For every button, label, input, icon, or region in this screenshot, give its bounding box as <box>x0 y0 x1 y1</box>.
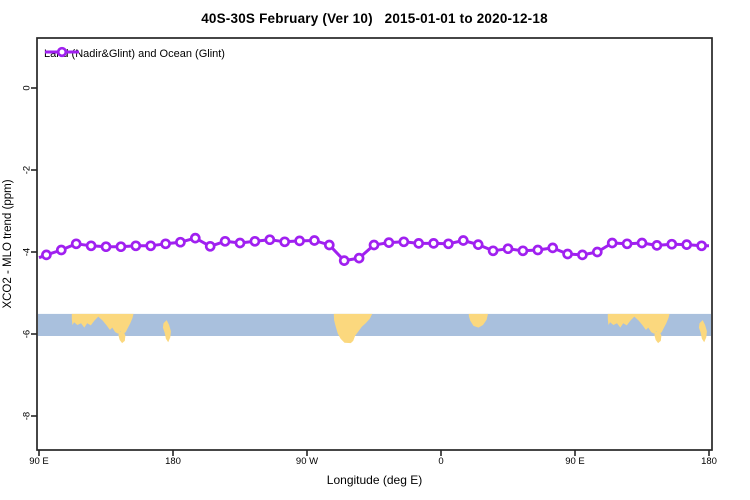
map-strip-land-new-zealand-repeat <box>698 320 707 343</box>
series-point <box>472 239 484 250</box>
map-strip-land-southern-africa <box>468 313 488 328</box>
series-point <box>279 236 291 248</box>
series-point <box>591 246 603 258</box>
series-point <box>368 239 380 251</box>
series-point <box>606 237 618 249</box>
plot-frame <box>36 37 713 451</box>
series-point <box>175 236 186 248</box>
series-point <box>487 245 499 257</box>
x-axis-title: Longitude (deg E) <box>326 473 423 487</box>
y-tick-label: -4 <box>21 247 33 257</box>
series-point <box>115 241 127 253</box>
series-point <box>428 238 439 249</box>
series-point <box>309 235 320 246</box>
series-point <box>562 248 573 260</box>
x-tick-label: 90 W <box>295 456 319 467</box>
y-tick-label: -8 <box>21 411 33 421</box>
x-tick-label: 180 <box>701 456 717 467</box>
y-tick-label: 0 <box>21 85 33 91</box>
series-point <box>294 235 305 247</box>
x-tick-label: 90 E <box>565 456 585 467</box>
map-strip-land-tasmania <box>118 331 126 344</box>
map-strip-land-new-zealand <box>162 320 171 343</box>
y-tick-label: -6 <box>21 329 33 339</box>
series-point <box>413 238 425 249</box>
series-point <box>55 244 67 256</box>
legend-label: Land (Nadir&Glint) and Ocean (Glint) <box>44 47 225 60</box>
series-point <box>353 252 365 264</box>
series-point <box>41 249 52 261</box>
series-point <box>532 244 544 256</box>
map-strip-ocean <box>38 313 711 336</box>
map-strip-land-south-america <box>333 313 373 344</box>
series-point <box>264 234 276 246</box>
chart-title: 40S-30S February (Ver 10) 2015-01-01 to … <box>201 11 548 26</box>
series-point <box>323 239 335 251</box>
series-point <box>145 240 157 252</box>
map-strip-land-australia <box>71 313 134 335</box>
series-point <box>189 232 201 244</box>
series-point <box>85 240 97 252</box>
series-point <box>204 240 216 252</box>
series-point <box>502 243 514 255</box>
series-point <box>130 240 142 252</box>
series-point <box>681 239 693 250</box>
series-point <box>160 238 171 250</box>
y-axis-title-text: XCO2 - MLO trend (ppm) <box>2 179 14 309</box>
series-point <box>398 236 410 248</box>
legend: Land (Nadir&Glint) and Ocean (Glint) <box>44 46 225 61</box>
y-tick-label: -2 <box>21 165 33 175</box>
series-point <box>234 237 246 249</box>
series-point <box>651 240 663 251</box>
series-point <box>249 235 261 247</box>
series-point <box>696 240 707 252</box>
series-point <box>457 235 469 246</box>
x-tick-label: 90 E <box>29 456 49 467</box>
series-point <box>621 238 633 250</box>
x-tick-label: 0 <box>438 456 444 467</box>
series-point <box>219 235 231 247</box>
series-point <box>100 241 112 253</box>
series-point <box>547 242 559 254</box>
series-point <box>577 249 588 261</box>
series-point <box>636 237 648 249</box>
x-tick-label: 180 <box>165 456 181 467</box>
legend-line-marker-icon <box>45 46 79 58</box>
series-point <box>338 255 350 266</box>
map-strip-land-tasmania-repeat <box>654 331 662 344</box>
series-point <box>666 238 678 250</box>
series-point <box>70 238 82 250</box>
series-point <box>443 238 454 250</box>
series-point <box>517 245 529 257</box>
series-point <box>383 237 395 248</box>
map-strip-land-australia-repeat <box>607 313 670 335</box>
